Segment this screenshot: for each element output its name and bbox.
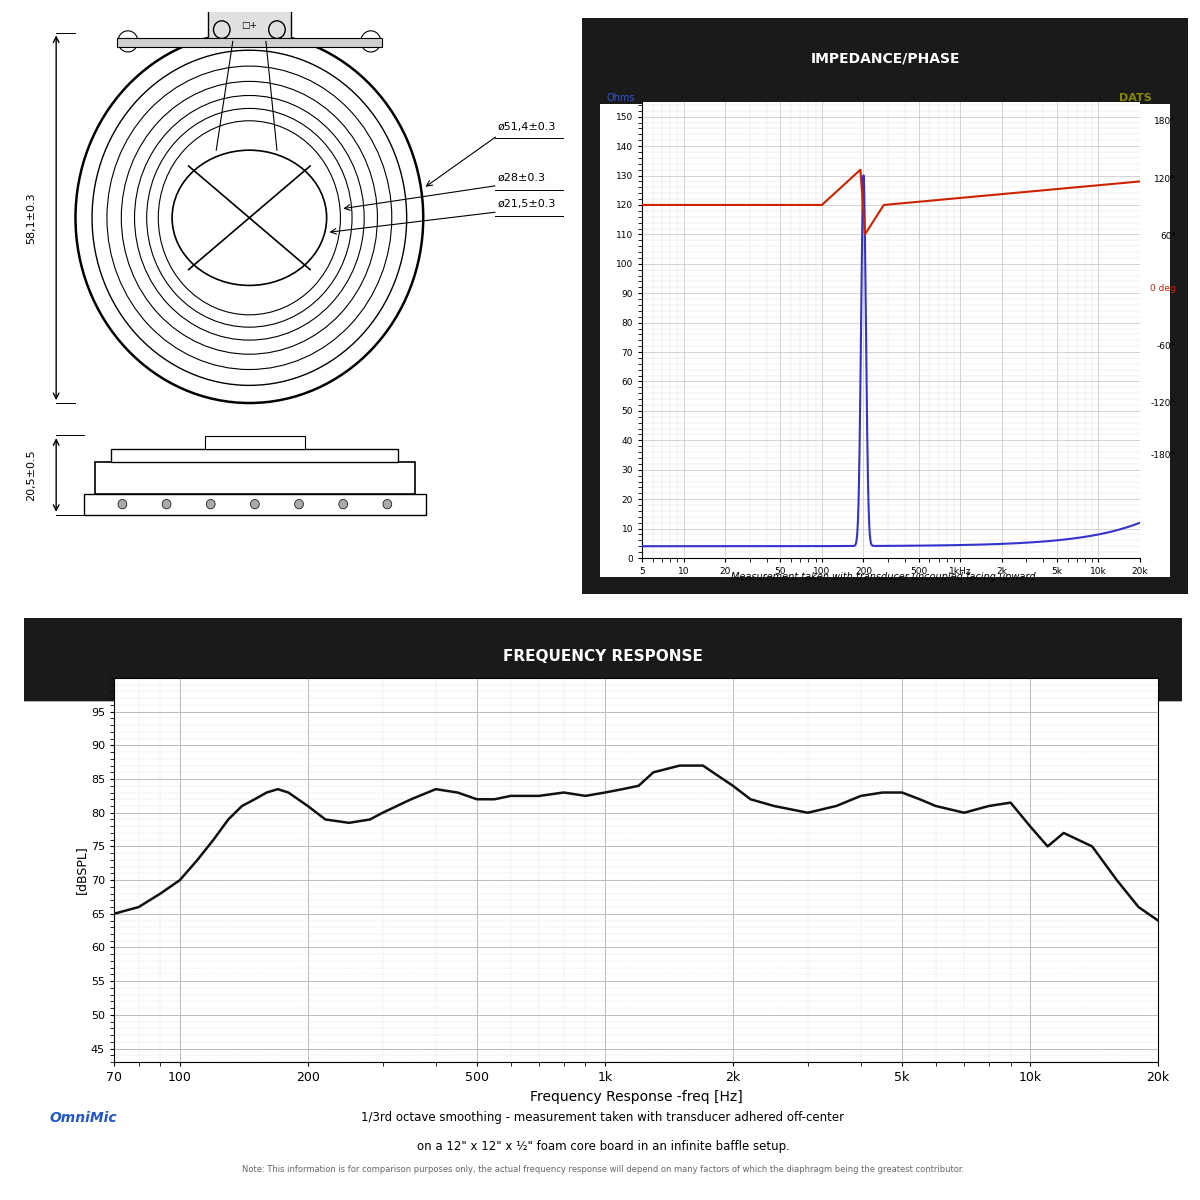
Text: IMPEDANCE/PHASE: IMPEDANCE/PHASE — [810, 52, 960, 65]
Text: ø51,4±0.3: ø51,4±0.3 — [498, 121, 556, 132]
Circle shape — [118, 499, 127, 509]
Text: Note: This information is for comparison purposes only, the actual frequency res: Note: This information is for comparison… — [242, 1165, 964, 1174]
Text: 120°: 120° — [1154, 175, 1176, 184]
Text: ø28±0.3: ø28±0.3 — [498, 173, 546, 182]
Bar — [84, 494, 426, 515]
FancyBboxPatch shape — [7, 610, 1199, 1196]
Text: on a 12" x 12" x ½" foam core board in an infinite baffle setup.: on a 12" x 12" x ½" foam core board in a… — [416, 1140, 790, 1152]
Bar — [116, 38, 382, 47]
Bar — [95, 462, 415, 494]
FancyBboxPatch shape — [600, 104, 1170, 577]
Text: 60°: 60° — [1160, 233, 1176, 241]
Text: 0 deg: 0 deg — [1150, 284, 1176, 293]
Text: Measurement taken with transducer uncoupled facing upward.: Measurement taken with transducer uncoup… — [731, 572, 1039, 582]
Text: FREQUENCY RESPONSE: FREQUENCY RESPONSE — [503, 649, 703, 665]
Text: 58,1±0.3: 58,1±0.3 — [26, 192, 36, 244]
Text: OMNIMIC: OMNIMIC — [1093, 701, 1157, 714]
Text: -120°: -120° — [1151, 400, 1176, 408]
FancyBboxPatch shape — [12, 612, 1194, 701]
Text: 180°: 180° — [1154, 118, 1176, 126]
Text: 1/3rd octave smoothing - measurement taken with transducer adhered off-center: 1/3rd octave smoothing - measurement tak… — [361, 1111, 845, 1124]
Circle shape — [206, 499, 215, 509]
Text: DATS: DATS — [1118, 92, 1152, 103]
Text: 20,5±0.5: 20,5±0.5 — [26, 449, 36, 500]
Text: -60°: -60° — [1157, 342, 1176, 350]
Y-axis label: [dBSPL]: [dBSPL] — [76, 846, 88, 894]
Text: □+: □+ — [241, 22, 257, 30]
Circle shape — [251, 499, 259, 509]
Text: ø21,5±0.3: ø21,5±0.3 — [498, 199, 556, 209]
Text: Ohms: Ohms — [606, 92, 635, 103]
Bar — [112, 449, 398, 462]
X-axis label: Frequency Response -freq [Hz]: Frequency Response -freq [Hz] — [529, 1090, 743, 1104]
Circle shape — [338, 499, 348, 509]
Bar — [208, 10, 290, 41]
Text: OmniMic: OmniMic — [49, 1111, 118, 1126]
FancyBboxPatch shape — [570, 6, 1200, 606]
Circle shape — [162, 499, 170, 509]
Text: -180°: -180° — [1151, 451, 1176, 461]
Circle shape — [383, 499, 391, 509]
Circle shape — [295, 499, 304, 509]
Bar — [205, 436, 305, 449]
